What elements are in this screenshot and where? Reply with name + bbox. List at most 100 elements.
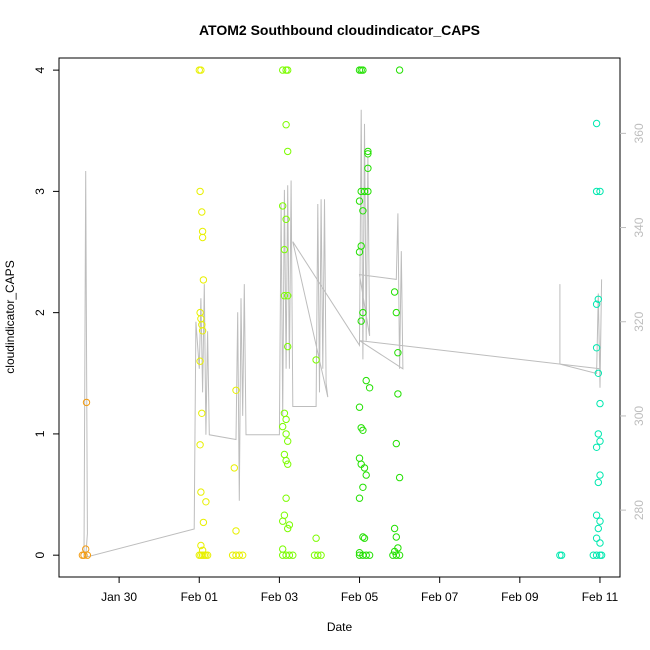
data-point [280, 245, 289, 254]
data-point [364, 164, 372, 173]
data-point [395, 551, 404, 559]
data-point [282, 430, 290, 438]
y2-tick-label: 360 [632, 123, 646, 143]
data-point [365, 384, 374, 392]
data-point [284, 342, 292, 351]
data-point [364, 147, 372, 156]
data-point [312, 534, 320, 542]
data-point [279, 422, 287, 431]
data-point [596, 539, 604, 547]
data-point [592, 551, 601, 559]
data-point [232, 386, 240, 394]
data-point [359, 483, 367, 491]
y-tick-label: 1 [33, 430, 47, 437]
x-tick-label: Feb 07 [421, 590, 459, 604]
points-layer [78, 66, 606, 559]
chart-title: ATOM2 Southbound cloudindicator_CAPS [199, 22, 480, 38]
data-point [197, 66, 205, 74]
data-point [359, 207, 367, 215]
data-point [282, 121, 290, 129]
data-point [284, 437, 292, 445]
x-tick-label: Feb 01 [181, 590, 219, 604]
y-tick-label: 0 [33, 552, 47, 559]
data-point [355, 403, 364, 411]
data-point [392, 439, 400, 448]
data-point [359, 533, 367, 541]
data-point [197, 541, 205, 550]
data-point [196, 357, 204, 365]
data-point [594, 430, 602, 438]
data-point [230, 464, 239, 472]
data-point [360, 534, 369, 542]
data-point [197, 488, 205, 496]
data-point [284, 147, 292, 156]
data-point [594, 369, 602, 377]
data-point [282, 415, 290, 424]
data-point [596, 187, 604, 196]
data-point [359, 426, 367, 434]
data-point [355, 454, 364, 462]
x-tick-label: Jan 30 [101, 590, 137, 604]
data-point [285, 521, 294, 529]
data-point [355, 494, 364, 502]
data-point [198, 208, 206, 216]
data-point [592, 511, 601, 519]
data-point [392, 551, 400, 559]
data-point [359, 66, 367, 74]
data-point [365, 551, 374, 559]
y2-tick-label: 320 [632, 311, 646, 331]
data-point [596, 399, 604, 408]
data-point [235, 551, 244, 559]
data-point [360, 187, 369, 196]
data-point [198, 327, 207, 335]
data-point [592, 534, 601, 542]
data-point [232, 527, 240, 535]
data-point [557, 551, 566, 559]
data-point [390, 547, 399, 556]
x-tick-label: Feb 05 [341, 590, 379, 604]
data-point [364, 187, 372, 196]
data-point [284, 460, 292, 468]
x-tick-label: Feb 09 [501, 590, 539, 604]
data-point [196, 441, 204, 449]
data-point [199, 518, 208, 527]
data-point [280, 511, 289, 519]
data-point [289, 551, 297, 559]
y2-axis: 280 300 320 340 360 [620, 123, 646, 520]
y-tick-label: 3 [33, 188, 47, 195]
data-point [592, 443, 601, 451]
data-point [360, 464, 369, 472]
data-point [279, 517, 287, 525]
data-point [282, 456, 290, 465]
data-point [392, 308, 400, 317]
data-point [279, 545, 287, 553]
y-axis: 0 1 2 3 4 [33, 66, 59, 559]
data-point [362, 471, 370, 479]
data-point [239, 551, 247, 559]
plot-frame [58, 57, 621, 578]
data-point [198, 546, 207, 554]
data-point [282, 215, 290, 224]
data-point [198, 409, 206, 417]
y-axis-label: cloudindicator_CAPS [3, 260, 17, 373]
data-point [83, 551, 92, 559]
data-point [392, 533, 400, 541]
data-point [284, 524, 292, 533]
data-point [594, 524, 602, 533]
data-point [394, 349, 402, 357]
data-point [597, 551, 606, 559]
data-point [285, 551, 294, 559]
data-point [596, 437, 604, 445]
data-point [594, 295, 602, 303]
data-point [594, 478, 602, 487]
data-point [280, 450, 289, 459]
data-point [394, 390, 402, 398]
data-point [390, 288, 399, 296]
data-point [280, 409, 289, 417]
data-point [395, 66, 404, 74]
data-point [355, 197, 364, 205]
y-tick-label: 4 [33, 66, 47, 73]
secondary-series-line [83, 109, 603, 558]
data-point [357, 317, 365, 325]
data-point [359, 308, 367, 317]
